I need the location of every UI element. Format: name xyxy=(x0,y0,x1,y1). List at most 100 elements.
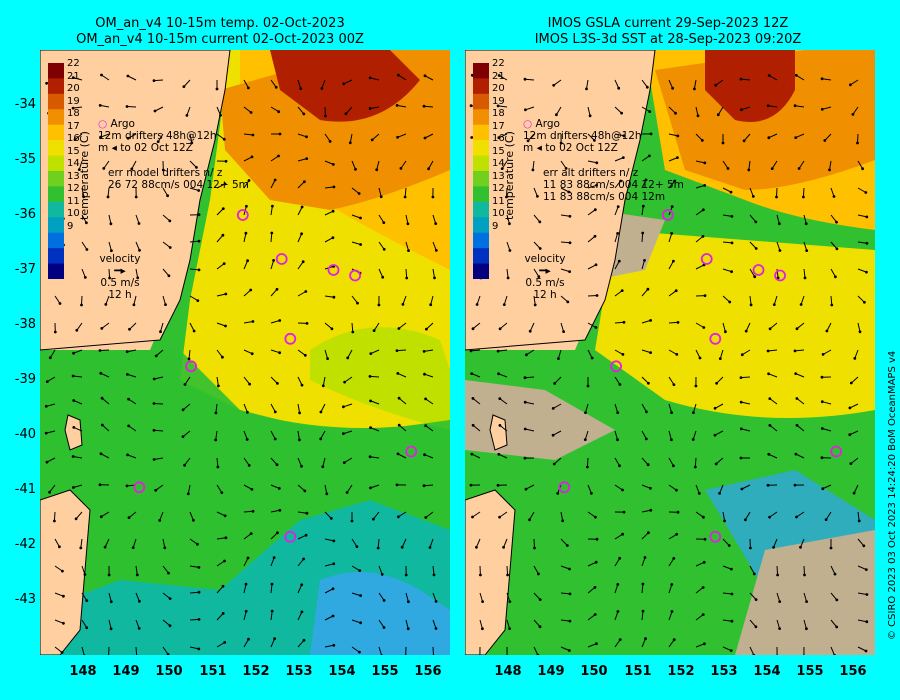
current-vector-head xyxy=(381,275,385,279)
current-vector-head xyxy=(303,353,307,357)
current-vector xyxy=(796,511,805,518)
current-vector xyxy=(749,565,755,575)
current-vector xyxy=(182,430,191,437)
left-title-line2: OM_an_v4 10-15m current 02-Oct-2023 00Z xyxy=(76,32,364,47)
current-vector xyxy=(506,187,508,198)
current-vector xyxy=(714,430,724,436)
argo-float-marker xyxy=(700,253,713,265)
current-vector-head xyxy=(740,353,744,357)
current-vector xyxy=(803,241,808,251)
current-vector xyxy=(183,79,191,87)
current-vector-head xyxy=(270,582,274,586)
colorbar-tick-label: 22 xyxy=(492,58,505,69)
colorbar-swatch xyxy=(48,248,64,265)
current-vector-head xyxy=(406,222,410,226)
current-vector xyxy=(101,424,110,432)
current-vector-head xyxy=(85,221,88,225)
current-vector xyxy=(153,79,164,82)
current-vector-head xyxy=(595,161,599,165)
current-vector-head xyxy=(249,111,253,114)
current-vector xyxy=(501,160,508,169)
current-vector-head xyxy=(71,455,75,458)
current-vector xyxy=(742,349,751,356)
current-vector xyxy=(370,77,380,81)
current-vector-head xyxy=(675,353,679,356)
current-vector xyxy=(857,214,867,218)
current-vector-head xyxy=(766,104,770,108)
current-vector-head xyxy=(701,586,705,589)
current-vector-head xyxy=(168,219,172,223)
current-vectors xyxy=(469,73,869,655)
right-panel-title: IMOS GSLA current 29-Sep-2023 12Z IMOS L… xyxy=(448,16,888,48)
current-vector-head xyxy=(223,559,226,563)
current-vector-head xyxy=(470,372,474,375)
y-tick-label: -35 xyxy=(14,152,36,167)
current-vector-head xyxy=(865,241,869,245)
current-vector xyxy=(297,291,307,297)
current-vector-head xyxy=(304,290,308,293)
current-vector xyxy=(693,79,697,89)
current-vector-head xyxy=(696,114,700,118)
current-vector xyxy=(773,538,778,548)
current-vector xyxy=(370,427,380,432)
current-vector-head xyxy=(849,462,853,465)
current-vector-head xyxy=(75,328,79,332)
current-vector-head xyxy=(425,327,428,331)
current-vector-head xyxy=(354,167,357,171)
current-vector-head xyxy=(197,189,201,192)
current-vector-head xyxy=(222,137,226,141)
current-vector xyxy=(370,106,380,109)
current-vector xyxy=(499,398,508,405)
current-vector xyxy=(243,457,250,466)
current-vector-head xyxy=(247,179,251,182)
current-vector-head xyxy=(471,327,475,331)
current-vector-head xyxy=(848,433,852,437)
current-vector-head xyxy=(108,276,111,280)
current-vector-head xyxy=(359,243,362,246)
current-vector xyxy=(378,592,385,601)
current-vector xyxy=(324,511,332,519)
colorbar-swatch xyxy=(473,217,489,234)
y-tick-label: -41 xyxy=(14,482,36,497)
colorbar-tick-label: 14 xyxy=(67,158,80,169)
current-vector xyxy=(320,403,326,413)
current-vector-head xyxy=(742,139,746,143)
colorbar-labels: 22 21 20 19 18 17 16 15 14 13 12 11 10 9 xyxy=(67,58,80,233)
current-vector xyxy=(533,592,541,600)
current-vector-head xyxy=(471,515,474,519)
current-vector-head xyxy=(703,642,706,646)
current-vector xyxy=(351,538,358,547)
current-vector xyxy=(135,565,138,575)
current-vector-head xyxy=(740,108,743,112)
current-vector xyxy=(722,592,732,595)
legend-block: ○ Argo 12m drifters 48h@12h m ◂ to 02 Oc… xyxy=(523,118,642,154)
current-vector xyxy=(803,268,806,278)
current-vector-head xyxy=(506,276,510,280)
current-vector xyxy=(614,611,619,621)
current-vector xyxy=(857,187,867,193)
current-vector xyxy=(378,241,385,250)
current-vector xyxy=(587,322,597,328)
current-vector-head xyxy=(53,519,56,523)
current-vector-head xyxy=(423,136,427,140)
current-vector-head xyxy=(197,213,201,217)
current-vector xyxy=(614,157,624,162)
current-vector xyxy=(641,484,651,489)
current-vector xyxy=(769,322,778,330)
current-vector-head xyxy=(649,508,653,512)
argo-icon: ○ xyxy=(98,118,108,130)
current-vector xyxy=(506,592,511,602)
current-vector-head xyxy=(865,270,868,274)
current-vector xyxy=(324,563,334,567)
current-vector xyxy=(830,268,836,278)
mainland-land xyxy=(40,50,231,351)
current-vector-head xyxy=(305,157,309,160)
current-vector-head xyxy=(158,519,162,522)
current-vector-head xyxy=(250,155,254,159)
current-vector xyxy=(796,424,805,432)
x-tick-label: 155 xyxy=(796,664,824,679)
current-vector-head xyxy=(795,423,799,427)
current-vector-head xyxy=(776,573,779,577)
current-vector-head xyxy=(224,159,228,163)
current-vector xyxy=(73,484,83,488)
